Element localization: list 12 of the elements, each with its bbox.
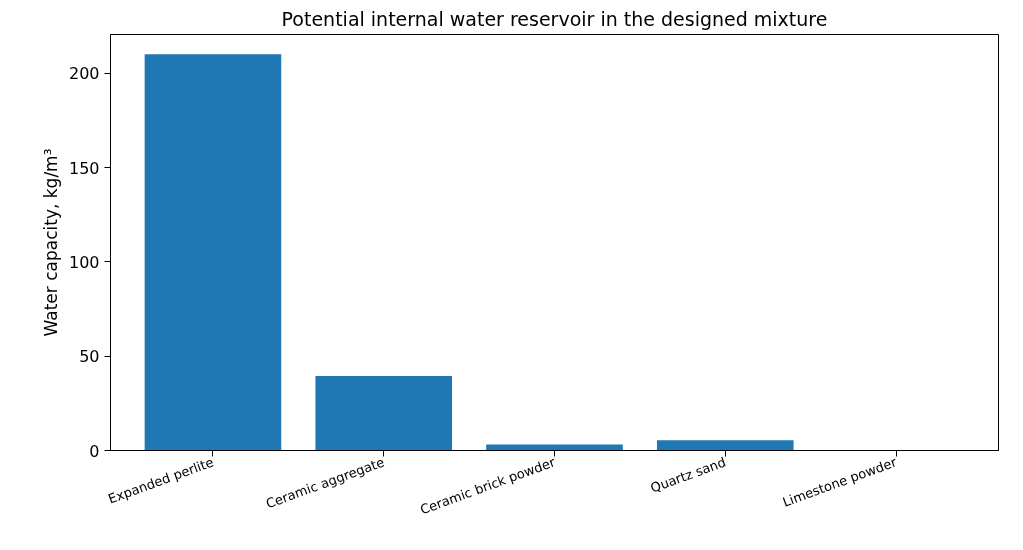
bar <box>656 440 794 451</box>
y-tick-label: 50 <box>79 347 100 367</box>
bar <box>315 375 453 451</box>
y-tick-label: 200 <box>68 64 100 84</box>
y-tick-label: 0 <box>89 441 100 461</box>
x-tick-label: Quartz sand <box>648 454 728 496</box>
y-axis-title: Water capacity, kg/m³ <box>40 148 61 337</box>
bar <box>486 444 623 451</box>
y-tick-label: 100 <box>68 252 100 272</box>
chart-title: Potential internal water reservoir in the designed mixture <box>281 7 828 30</box>
bar <box>144 54 282 451</box>
y-tick-label: 150 <box>68 158 100 178</box>
